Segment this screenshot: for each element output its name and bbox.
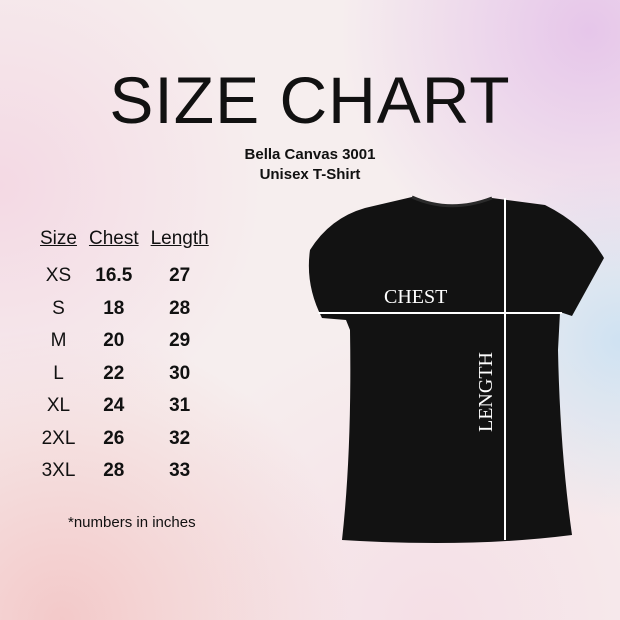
table-row: S 18 28 — [34, 293, 215, 326]
size-table: Size Chest Length XS 16.5 27 S 18 28 M 20 29 L 22 3… — [34, 228, 215, 488]
page-title: SIZE CHART — [109, 63, 511, 137]
size-cell: 3XL — [41, 460, 76, 482]
length-cell: 32 — [169, 427, 191, 449]
chest-cell: 24 — [103, 395, 125, 417]
chest-label: CHEST — [384, 286, 447, 308]
length-cell: 30 — [169, 362, 191, 384]
chest-cell: 20 — [103, 330, 125, 352]
product-name: Bella Canvas 3001 — [244, 146, 376, 163]
table-row: M 20 29 — [34, 325, 215, 358]
length-cell: 29 — [169, 330, 191, 352]
product-type: Unisex T-Shirt — [259, 166, 361, 183]
size-cell: XS — [45, 265, 72, 287]
size-cell: L — [53, 362, 64, 384]
table-row: 3XL 28 33 — [34, 455, 215, 488]
table-row: XL 24 31 — [34, 390, 215, 423]
units-note: *numbers in inches — [68, 514, 196, 531]
tshirt-shape — [308, 197, 604, 544]
table-row: 2XL 26 32 — [34, 423, 215, 456]
chest-cell: 22 — [103, 362, 125, 384]
size-cell: S — [52, 297, 65, 319]
size-cell: XL — [46, 395, 71, 417]
chest-cell: 18 — [103, 297, 125, 319]
chest-cell: 28 — [103, 460, 125, 482]
header-size: Size — [40, 228, 77, 249]
size-cell: M — [50, 330, 67, 352]
length-label: LENGTH — [475, 352, 497, 432]
chest-cell: 26 — [103, 427, 125, 449]
length-cell: 31 — [169, 395, 191, 417]
size-cell: 2XL — [41, 427, 76, 449]
header-length: Length — [150, 228, 209, 249]
length-cell: 33 — [169, 460, 191, 482]
length-cell: 28 — [169, 297, 191, 319]
header-chest: Chest — [88, 228, 139, 249]
table-row: XS 16.5 27 — [34, 260, 215, 293]
chest-cell: 16.5 — [95, 265, 133, 287]
length-cell: 27 — [169, 265, 191, 287]
table-row: L 22 30 — [34, 358, 215, 391]
